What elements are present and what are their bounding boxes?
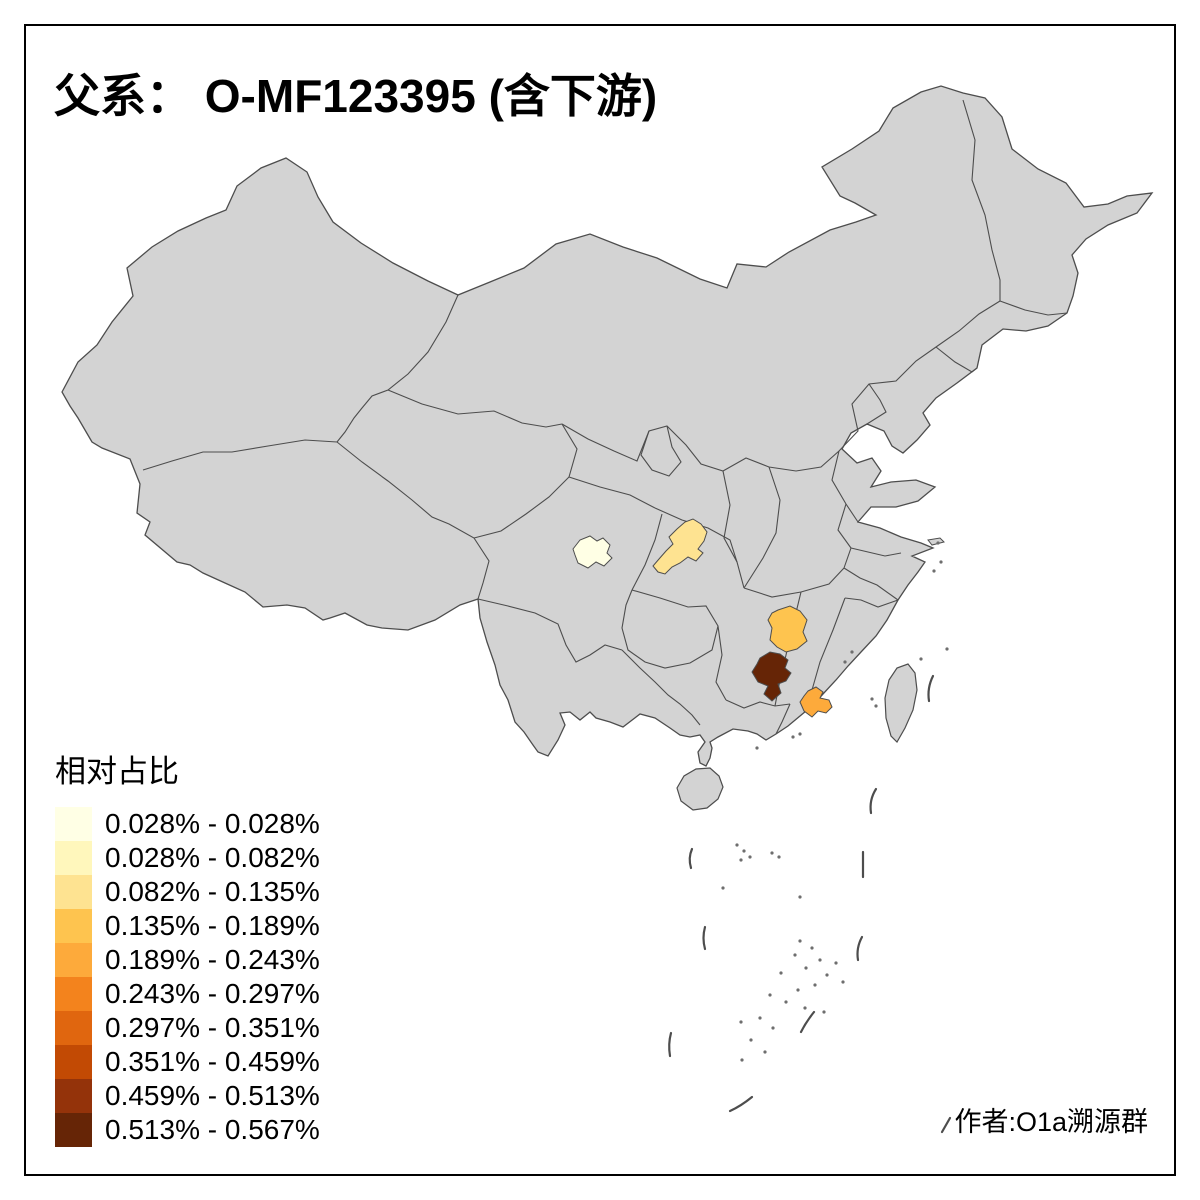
legend-label: 0.028% - 0.082% [105,842,320,873]
legend-item: 0.189% - 0.243% [55,943,320,977]
legend-swatch [55,1079,92,1113]
legend-item: 0.459% - 0.513% [55,1079,320,1113]
legend-swatch [55,1045,92,1079]
legend-items: 0.028% - 0.028% 0.028% - 0.082% 0.082% -… [55,807,320,1147]
legend-item: 0.351% - 0.459% [55,1045,320,1079]
mainland-china [61,85,1154,767]
legend-swatch [55,875,92,909]
province-borders [142,99,1068,735]
legend-swatch [55,841,92,875]
legend-label: 0.513% - 0.567% [105,1114,320,1145]
legend-label: 0.028% - 0.028% [105,808,320,839]
legend-label: 0.135% - 0.189% [105,910,320,941]
legend-item: 0.028% - 0.028% [55,807,320,841]
taiwan-island [884,663,918,743]
legend-swatch [55,943,92,977]
legend-label: 0.351% - 0.459% [105,1046,320,1077]
map-region-4 [799,686,833,718]
legend-swatch [55,807,92,841]
map-region-2 [652,518,708,575]
legend-item: 0.513% - 0.567% [55,1113,320,1147]
legend-label: 0.189% - 0.243% [105,944,320,975]
legend-label: 0.297% - 0.351% [105,1012,320,1043]
legend-label: 0.243% - 0.297% [105,978,320,1009]
map-region-3 [767,605,808,653]
legend-swatch [55,1113,92,1147]
legend-swatch [55,977,92,1011]
legend-item: 0.135% - 0.189% [55,909,320,943]
hainan-island [676,767,724,811]
legend-item: 0.082% - 0.135% [55,875,320,909]
legend-item: 0.297% - 0.351% [55,1011,320,1045]
legend-label: 0.459% - 0.513% [105,1080,320,1111]
legend: 相对占比 0.028% - 0.028% 0.028% - 0.082% 0.0… [55,746,320,1147]
map-region-5 [751,651,792,702]
legend-swatch [55,909,92,943]
legend-item: 0.243% - 0.297% [55,977,320,1011]
nine-dash-line [668,674,952,1134]
figure-title: 父系： O-MF123395 (含下游) [54,70,658,122]
legend-label: 0.082% - 0.135% [105,876,320,907]
map-region-1 [572,535,613,569]
author-credit: 作者:O1a溯源群 [954,1107,1148,1137]
island-dots [721,541,949,1062]
legend-title: 相对占比 [55,754,179,789]
chongming-island [927,537,945,546]
legend-item: 0.028% - 0.082% [55,841,320,875]
legend-swatch [55,1011,92,1045]
